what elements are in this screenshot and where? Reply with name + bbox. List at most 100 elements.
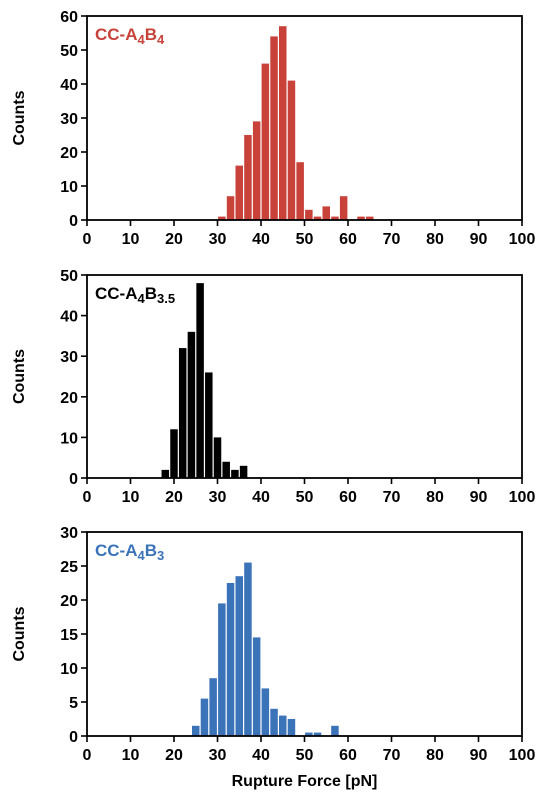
x-tick-label: 20 xyxy=(165,231,183,248)
histogram-bar xyxy=(279,26,287,221)
y-tick-label: 10 xyxy=(60,430,78,447)
plot-frame xyxy=(86,274,523,479)
y-tick-label: 20 xyxy=(60,145,78,162)
panel-label: CC-A4B4 xyxy=(95,25,165,47)
x-tick-label: 100 xyxy=(509,231,536,248)
y-tick-label: 30 xyxy=(60,525,78,542)
panel-label-text: B xyxy=(145,25,157,44)
x-tick-label: 10 xyxy=(122,489,140,506)
x-tick-label: 70 xyxy=(383,747,401,764)
histogram-bar xyxy=(322,206,330,220)
plot-frame xyxy=(86,531,523,737)
y-tick-label: 15 xyxy=(60,627,78,644)
x-tick-label: 70 xyxy=(383,489,401,506)
x-tick-label: 0 xyxy=(83,747,92,764)
histogram-bar xyxy=(218,603,226,736)
histogram-bar xyxy=(235,165,243,220)
panel-label-text: CC-A xyxy=(95,284,138,303)
histogram-bar xyxy=(287,719,296,736)
panel-label-subscript: 3.5 xyxy=(157,291,175,306)
histogram-bar xyxy=(226,196,235,220)
panel-label-subscript: 4 xyxy=(138,548,146,563)
histogram-bar xyxy=(222,461,230,478)
y-axis-title: Counts xyxy=(11,90,28,145)
panel-label-subscript: 3 xyxy=(157,548,164,563)
histogram-bar xyxy=(200,698,209,736)
x-tick-label: 80 xyxy=(426,489,444,506)
y-tick-label: 0 xyxy=(69,213,78,230)
x-tick-label: 100 xyxy=(509,747,536,764)
histogram-bar xyxy=(331,725,339,736)
histogram-bar xyxy=(244,562,252,736)
y-tick-label: 10 xyxy=(60,179,78,196)
x-tick-label: 20 xyxy=(165,747,183,764)
histogram-bar xyxy=(161,469,170,478)
x-tick-label: 90 xyxy=(470,747,488,764)
x-tick-label: 80 xyxy=(426,747,444,764)
histogram-bar xyxy=(305,209,313,220)
histogram-bar xyxy=(196,283,204,478)
y-axis-title: Counts xyxy=(11,606,28,661)
x-tick-label: 40 xyxy=(252,747,270,764)
x-axis-title: Rupture Force [pN] xyxy=(232,773,378,790)
panel-1: 0 10 20 30 40 50 60 70 80 90 100 0 10 20 30 40 50 60 Count… xyxy=(11,9,535,248)
histogram-bar xyxy=(209,678,217,736)
x-tick-label: 70 xyxy=(383,231,401,248)
histogram-bar xyxy=(270,36,278,221)
y-axis-title: Counts xyxy=(11,349,28,404)
histogram-bar xyxy=(226,583,235,736)
histogram-bar xyxy=(313,216,322,220)
panel-label-text: B xyxy=(145,541,157,560)
y-tick-label: 0 xyxy=(69,729,78,746)
panel-3: 0 10 20 30 40 50 60 70 80 90 100 0 5 10 15 20 25 30 Counts… xyxy=(11,525,535,790)
x-tick-label: 10 xyxy=(122,747,140,764)
x-tick-label: 50 xyxy=(296,231,314,248)
x-tick-label: 80 xyxy=(426,231,444,248)
x-tick-label: 10 xyxy=(122,231,140,248)
x-tick-label: 90 xyxy=(470,231,488,248)
panel-label-text: CC-A xyxy=(95,541,138,560)
y-tick-label: 10 xyxy=(60,661,78,678)
x-tick-label: 100 xyxy=(509,489,536,506)
histogram-bar xyxy=(339,196,348,220)
y-tick-label: 50 xyxy=(60,268,78,285)
x-tick-label: 0 xyxy=(83,489,92,506)
histogram-bar xyxy=(279,715,287,736)
panel-label-subscript: 4 xyxy=(157,32,165,47)
histogram-bar xyxy=(287,80,296,220)
x-tick-label: 30 xyxy=(209,489,227,506)
y-tick-label: 40 xyxy=(60,77,78,94)
histogram-bar xyxy=(218,216,226,220)
histogram-bar xyxy=(239,465,248,478)
histogram-bar xyxy=(252,637,261,736)
y-tick-label: 0 xyxy=(69,471,78,488)
x-tick-label: 30 xyxy=(209,747,227,764)
y-tick-label: 5 xyxy=(69,695,78,712)
histogram-bar xyxy=(313,732,322,736)
histogram-bar xyxy=(235,576,243,736)
histogram-bar xyxy=(231,469,239,478)
x-tick-label: 60 xyxy=(339,489,357,506)
x-tick-label: 40 xyxy=(252,231,270,248)
histogram-bar xyxy=(252,121,261,220)
x-tick-label: 0 xyxy=(83,231,92,248)
histogram-bar xyxy=(192,725,200,736)
histogram-bar xyxy=(366,216,374,220)
x-tick-label: 40 xyxy=(252,489,270,506)
panel-label-text: CC-A xyxy=(95,25,138,44)
x-tick-label: 60 xyxy=(339,747,357,764)
histogram-bar xyxy=(205,372,213,478)
y-tick-label: 25 xyxy=(60,559,78,576)
histogram-bar xyxy=(357,216,365,220)
x-tick-label: 60 xyxy=(339,231,357,248)
histogram-bar xyxy=(213,437,222,478)
y-tick-label: 30 xyxy=(60,349,78,366)
panel-2: 0 10 20 30 40 50 60 70 80 90 100 0 10 20 30 40 50 Counts C… xyxy=(11,268,535,506)
x-tick-label: 50 xyxy=(296,747,314,764)
histogram-bar xyxy=(187,331,196,478)
x-tick-label: 50 xyxy=(296,489,314,506)
histogram-bar xyxy=(178,348,187,478)
histogram-bar xyxy=(331,216,339,220)
histogram-bar xyxy=(261,63,270,220)
